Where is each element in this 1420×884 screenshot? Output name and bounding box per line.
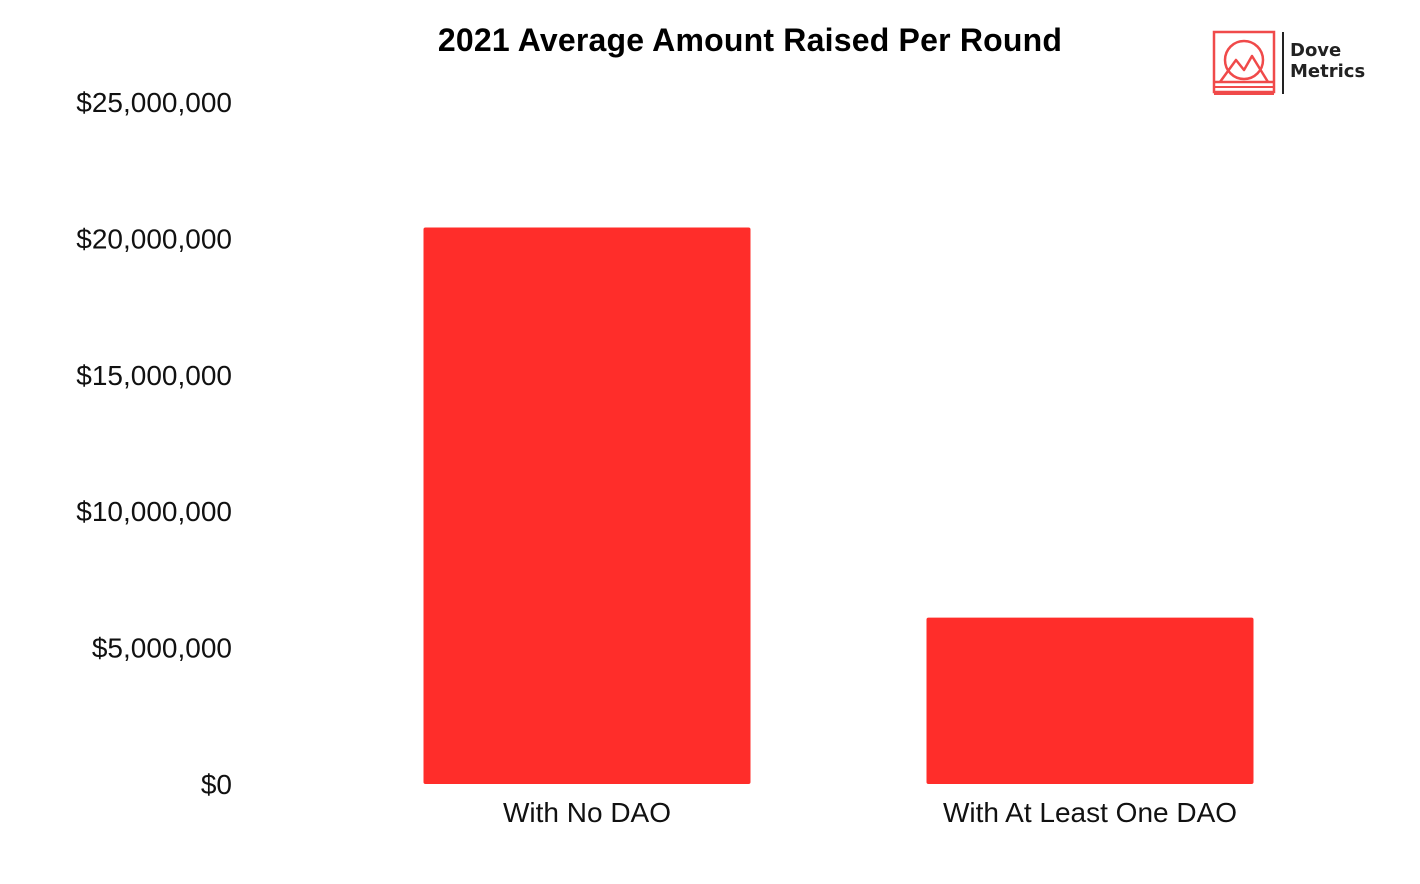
logo-line-1: Dove bbox=[1290, 40, 1342, 61]
x-category-label: With At Least One DAO bbox=[943, 797, 1237, 828]
y-tick-label: $15,000,000 bbox=[76, 360, 232, 391]
y-tick-label: $10,000,000 bbox=[76, 496, 232, 527]
logo-divider bbox=[1282, 32, 1284, 94]
y-tick-label: $25,000,000 bbox=[76, 87, 232, 118]
y-tick-label: $20,000,000 bbox=[76, 223, 232, 254]
chart-title: 2021 Average Amount Raised Per Round bbox=[437, 22, 1063, 58]
bar bbox=[423, 227, 751, 784]
x-category-label: With No DAO bbox=[503, 797, 671, 828]
y-tick-label: $5,000,000 bbox=[92, 633, 232, 664]
y-tick-label: $0 bbox=[201, 769, 232, 800]
mountain-logo-icon bbox=[1212, 30, 1276, 95]
dove-metrics-logo: Dove Metrics bbox=[1212, 30, 1392, 98]
logo-line-2: Metrics bbox=[1290, 61, 1366, 82]
logo-wordmark: Dove Metrics bbox=[1290, 40, 1365, 82]
bar bbox=[926, 617, 1254, 784]
